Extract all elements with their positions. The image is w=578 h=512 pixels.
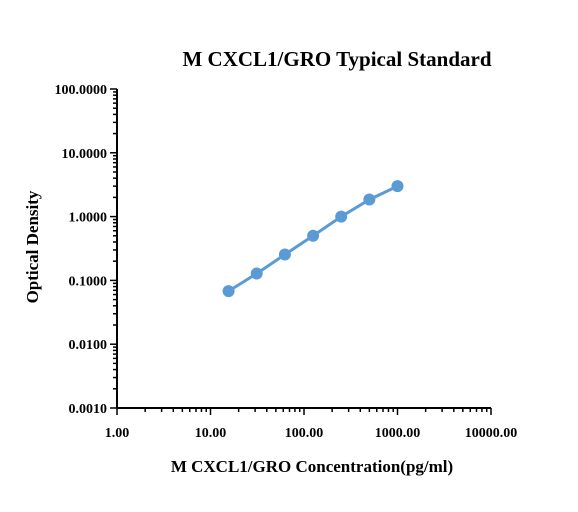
x-tick-label: 100.00 xyxy=(285,426,324,441)
y-tick-label: 10.0000 xyxy=(62,147,108,162)
y-tick-label: 0.0100 xyxy=(69,338,108,353)
y-axis-label: Optical Density xyxy=(23,190,42,303)
x-axis-label: M CXCL1/GRO Concentration(pg/ml) xyxy=(171,457,453,476)
y-tick-label: 1.0000 xyxy=(69,211,108,226)
x-tick-label: 1000.00 xyxy=(375,426,421,441)
chart-title: M CXCL1/GRO Typical Standard xyxy=(182,47,491,71)
data-point xyxy=(250,267,263,280)
x-tick-label: 1.00 xyxy=(105,426,130,441)
data-point xyxy=(222,285,235,298)
data-point xyxy=(391,180,404,193)
y-tick-label: 0.0010 xyxy=(69,402,108,417)
data-point xyxy=(363,193,376,206)
data-point xyxy=(335,210,348,223)
data-point xyxy=(307,229,320,242)
ticks: 1.00 10.00 100.00 1000.00 10000.00 0.0010 0.01… xyxy=(55,83,518,441)
x-tick-label: 10.00 xyxy=(195,426,227,441)
x-tick-label: 10000.00 xyxy=(465,426,518,441)
data-point xyxy=(278,248,291,261)
y-tick-label: 100.0000 xyxy=(55,83,108,98)
y-tick-label: 0.1000 xyxy=(69,274,108,289)
plot-area xyxy=(222,180,404,298)
axes xyxy=(116,89,491,409)
